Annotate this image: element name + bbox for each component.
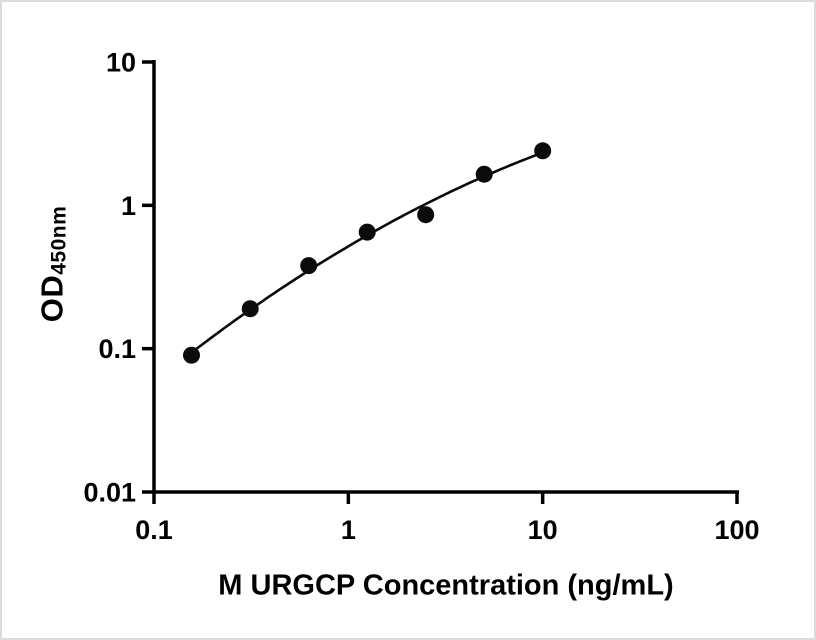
x-axis-title: M URGCP Concentration (ng/mL) [218,569,674,602]
x-axis-tick-label: 10 [528,515,558,545]
y-axis-title: OD450nm [35,206,72,323]
data-point-marker [183,346,200,364]
x-axis-tick-label: 100 [714,515,759,545]
y-axis-tick-label: 1 [121,191,136,221]
x-axis-tick-label: 0.1 [135,515,173,545]
y-axis-title-main: OD [34,274,70,323]
y-axis-tick-label: 0.01 [83,478,136,508]
data-point-marker [417,206,435,224]
y-axis-tick-label: 10 [106,48,136,78]
standard-curve-fit-line [190,151,544,354]
data-point-marker [358,223,376,241]
data-point-marker [300,257,318,275]
y-axis-tick-label: 0.1 [98,334,136,364]
data-point-marker [534,142,552,160]
data-point-marker [475,165,493,183]
y-axis-title-subscript: 450nm [47,205,71,275]
x-axis-tick-label: 1 [341,515,356,545]
data-point-marker [241,300,259,318]
